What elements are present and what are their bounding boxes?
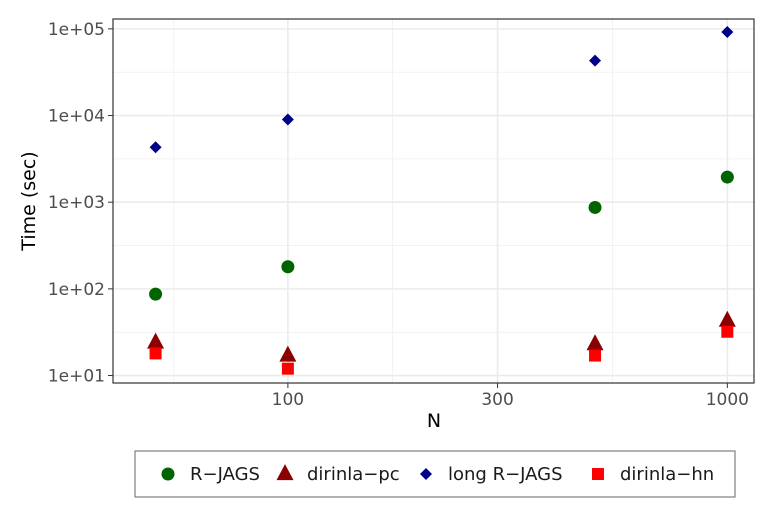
data-point-square [721, 325, 734, 338]
legend-key-diamond [420, 468, 432, 480]
panel-border [112, 18, 755, 384]
data-point-diamond [721, 26, 734, 39]
legend-key-triangle [276, 464, 294, 481]
x-tick-label: 100 [272, 390, 304, 410]
y-tick-label: 1e+05 [48, 20, 105, 40]
panel-background [113, 19, 754, 383]
y-axis-title: Time (sec) [18, 151, 40, 251]
legend-key-circle [161, 467, 175, 481]
x-tick-label: 1000 [706, 390, 749, 410]
data-point-triangle [586, 334, 604, 351]
legend-label: long R−JAGS [448, 464, 563, 485]
x-tick-label: 300 [481, 390, 513, 410]
y-axis: 1e+01 1e+02 1e+03 1e+04 1e+05 [48, 20, 113, 387]
y-tick-label: 1e+03 [48, 193, 105, 213]
data-point-triangle [147, 332, 165, 349]
legend-key-square [592, 468, 604, 480]
y-tick-label: 1e+02 [48, 280, 105, 300]
data-point-square [281, 362, 294, 375]
data-point-circle [588, 200, 602, 214]
data-point-triangle [279, 345, 297, 362]
data-point-circle [720, 170, 734, 184]
legend-label: dirinla−hn [620, 464, 714, 485]
legend-box [134, 450, 736, 498]
legend-label: R−JAGS [190, 464, 260, 485]
data-point-diamond [149, 141, 162, 154]
x-axis-title: N [427, 410, 441, 432]
data-points [147, 26, 736, 375]
data-point-square [149, 347, 162, 360]
data-point-diamond [589, 54, 602, 67]
legend: R−JAGS dirinla−pc long R−JAGS dirinla−hn [134, 450, 736, 498]
plot-panel [112, 18, 755, 384]
y-tick-label: 1e+04 [48, 107, 105, 127]
legend-label: dirinla−pc [307, 464, 400, 485]
data-point-circle [281, 260, 295, 274]
y-tick-label: 1e+01 [48, 367, 105, 387]
data-point-circle [149, 287, 163, 301]
data-point-diamond [281, 113, 294, 126]
x-axis: 100 300 1000 [272, 383, 749, 410]
data-point-square [589, 349, 602, 362]
data-point-triangle [718, 310, 736, 327]
